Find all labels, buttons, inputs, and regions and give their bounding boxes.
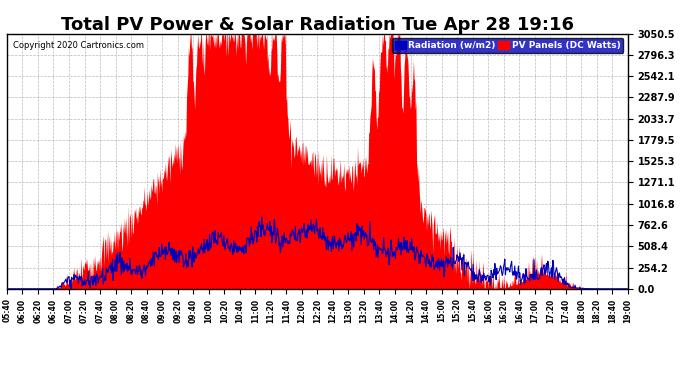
Text: Copyright 2020 Cartronics.com: Copyright 2020 Cartronics.com xyxy=(13,41,144,50)
Legend: Radiation (w/m2), PV Panels (DC Watts): Radiation (w/m2), PV Panels (DC Watts) xyxy=(392,38,623,53)
Title: Total PV Power & Solar Radiation Tue Apr 28 19:16: Total PV Power & Solar Radiation Tue Apr… xyxy=(61,16,574,34)
